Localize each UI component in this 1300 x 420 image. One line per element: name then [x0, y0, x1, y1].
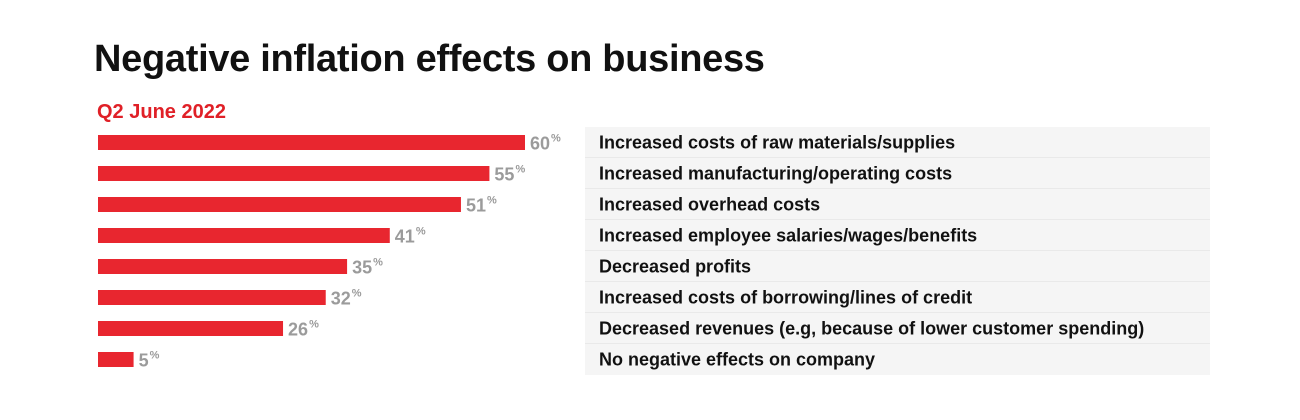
category-label: Increased overhead costs	[599, 195, 820, 215]
row-background	[585, 251, 1210, 282]
percent-sign: %	[515, 164, 525, 176]
bar	[98, 166, 490, 181]
row-background	[585, 220, 1210, 251]
value-label: 41	[395, 227, 415, 247]
bar	[98, 352, 134, 367]
percent-sign: %	[150, 350, 160, 362]
bar	[98, 321, 284, 336]
category-label: Increased costs of borrowing/lines of cr…	[599, 288, 972, 308]
value-label: 5	[139, 351, 149, 371]
value-label: 55	[494, 165, 514, 185]
percent-sign: %	[487, 195, 497, 207]
category-label: Decreased revenues (e.g, because of lowe…	[599, 319, 1144, 339]
row-background	[585, 313, 1210, 344]
row-background	[585, 158, 1210, 189]
percent-sign: %	[416, 226, 426, 238]
category-label: Increased employee salaries/wages/benefi…	[599, 226, 977, 246]
bar	[98, 197, 461, 212]
bar	[98, 290, 326, 305]
value-label: 35	[352, 258, 372, 278]
row-background	[585, 189, 1210, 220]
category-label: Decreased profits	[599, 257, 751, 277]
percent-sign: %	[373, 257, 383, 269]
value-label: 26	[288, 320, 308, 340]
bar	[98, 228, 390, 243]
chart-title: Negative inflation effects on business	[94, 38, 765, 80]
bar	[98, 259, 348, 274]
bar	[98, 135, 525, 150]
percent-sign: %	[551, 133, 561, 145]
chart-subtitle: Q2 June 2022	[97, 101, 226, 123]
value-label: 32	[331, 289, 351, 309]
category-label: Increased costs of raw materials/supplie…	[599, 133, 955, 153]
row-background	[585, 282, 1210, 313]
row-background	[585, 344, 1210, 375]
percent-sign: %	[309, 319, 319, 331]
row-background	[585, 127, 1210, 158]
value-label: 51	[466, 196, 486, 216]
percent-sign: %	[352, 288, 362, 300]
category-label: No negative effects on company	[599, 350, 875, 370]
category-label: Increased manufacturing/operating costs	[599, 164, 952, 184]
value-label: 60	[530, 134, 550, 154]
